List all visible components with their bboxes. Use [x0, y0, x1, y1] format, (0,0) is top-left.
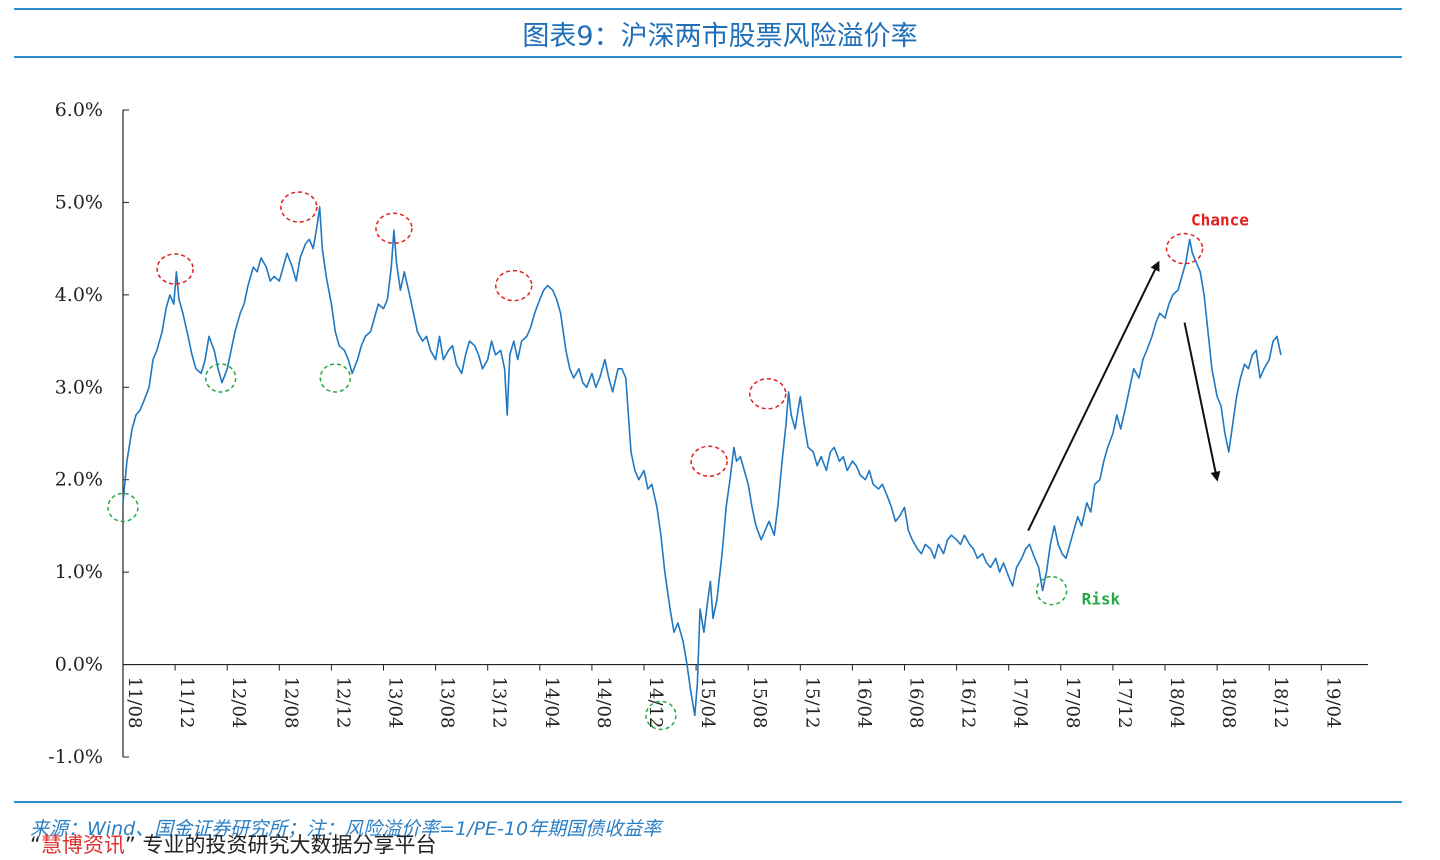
peak-marker [748, 378, 787, 410]
y-tick-label: -1.0% [48, 746, 103, 768]
x-tick-label: 15/08 [749, 677, 770, 729]
x-tick-label: 14/12 [645, 677, 666, 729]
watermark-brand: 慧博资讯 [40, 833, 125, 857]
trough-marker [319, 363, 352, 393]
peak-marker [495, 269, 533, 302]
x-tick-label: 16/08 [906, 677, 927, 729]
x-tick-label: 15/04 [697, 677, 718, 729]
peak-marker [690, 445, 728, 477]
x-tick-label: 13/04 [385, 677, 406, 729]
series-line [122, 206, 1282, 717]
y-tick-label: 5.0% [55, 191, 103, 213]
y-tick-label: 0.0% [55, 654, 103, 676]
watermark-text: 专业的投资研究大数据分享平台 [142, 833, 437, 857]
source-note: 来源：Wind、国金证券研究所；注：风险溢价率=1/PE-10年期国债收益率 [30, 818, 662, 840]
x-tick-label: 17/04 [1010, 677, 1031, 729]
chart-markers [107, 191, 1204, 731]
x-tick-label: 19/04 [1322, 677, 1343, 729]
x-tick-label: 13/12 [489, 677, 510, 729]
chart-annotations: Chance Risk [1027, 211, 1249, 608]
y-tick-label: 2.0% [55, 469, 103, 491]
x-tick-label: 15/12 [801, 677, 822, 729]
annotation-label: Chance [1191, 211, 1249, 230]
x-tick-label: 17/12 [1114, 677, 1135, 729]
chart-axes [122, 110, 1368, 757]
trend-arrow [1183, 322, 1221, 482]
x-tick-label: 14/04 [541, 677, 562, 729]
y-tick-label: 3.0% [55, 376, 103, 398]
x-tick-label: 17/08 [1062, 677, 1083, 729]
trough-marker [204, 363, 237, 393]
x-tick-label: 12/08 [280, 677, 301, 729]
x-tick-label: 16/04 [853, 677, 874, 729]
y-tick-label: 1.0% [55, 561, 103, 583]
y-tick-label: 4.0% [55, 284, 103, 306]
trough-marker [107, 492, 139, 523]
trend-arrow [1027, 260, 1160, 531]
x-tick-label: 16/12 [958, 677, 979, 729]
annotation-label: Risk [1082, 589, 1121, 608]
header-bottom-rule [14, 56, 1402, 58]
peak-marker [280, 191, 318, 223]
x-tick-label: 18/08 [1218, 677, 1239, 729]
x-tick-label: 12/12 [332, 677, 353, 729]
x-tick-label: 12/04 [228, 677, 249, 729]
x-tick-label: 11/12 [176, 677, 197, 729]
header-top-rule [14, 8, 1402, 10]
footer-rule [14, 801, 1402, 803]
trough-marker [1035, 575, 1068, 606]
chart-title: 图表9：沪深两市股票风险溢价率 [522, 21, 918, 52]
series-group [122, 206, 1282, 717]
x-tick-label: 11/08 [124, 677, 145, 729]
peak-marker [156, 253, 194, 285]
watermark: “慧博资讯” 专业的投资研究大数据分享平台 [30, 833, 437, 857]
x-tick-label: 14/08 [593, 677, 614, 729]
trough-marker [645, 700, 677, 731]
x-tick-label: 18/12 [1270, 677, 1291, 729]
peak-marker [1165, 232, 1204, 265]
x-tick-label: 18/04 [1166, 677, 1187, 729]
x-tick-label: 13/08 [437, 677, 458, 729]
x-axis-ticks: 11/08 11/12 12/04 12/08 12/12 13/04 13/08 13/12… [122, 664, 1343, 729]
y-axis-ticks: 6.0% 5.0% 4.0% 3.0% 2.0% 1.0% 0.0% -1.0% [48, 99, 129, 768]
y-tick-label: 6.0% [55, 99, 103, 121]
peak-marker [375, 212, 413, 245]
